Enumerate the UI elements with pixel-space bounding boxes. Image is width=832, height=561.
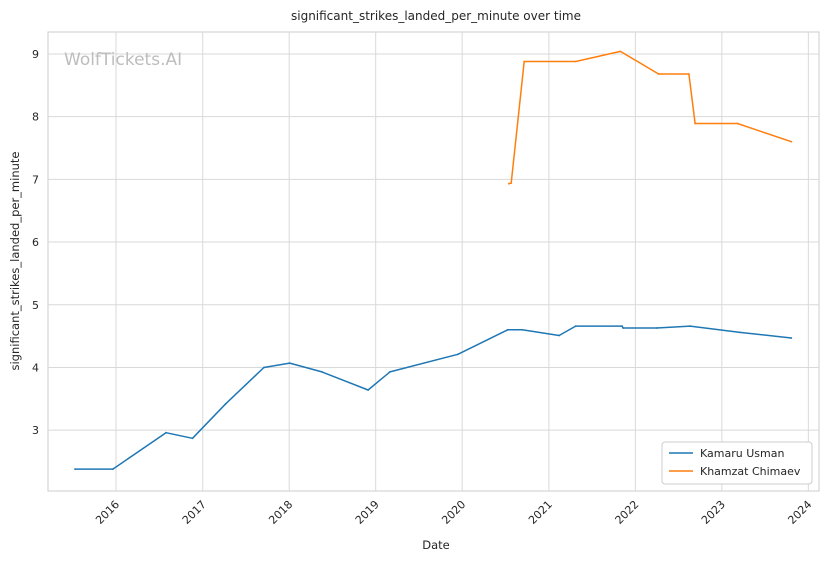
data-point-kamaru-usman [521,328,523,331]
x-tick-label: 2022 [613,498,642,527]
x-tick-label: 2023 [699,498,728,527]
y-tick-label: 6 [32,236,39,249]
x-tick-label: 2017 [180,498,209,527]
data-point-kamaru-usman [558,334,560,337]
data-point-kamaru-usman [389,371,391,373]
y-tick-label: 4 [32,361,39,374]
data-point-kamaru-usman [655,327,658,329]
data-point-kamaru-usman [739,331,741,334]
legend-box [661,441,813,485]
x-tick-label: 2018 [266,498,295,527]
legend: Kamaru Usman Khamzat Chimaev [661,441,813,485]
data-point-kamaru-usman [621,325,623,327]
data-point-khamzat-chimaev [507,182,510,185]
data-point-kamaru-usman [574,325,577,327]
data-point-kamaru-usman [321,371,323,373]
data-point-khamzat-chimaev [736,122,739,125]
data-point-kamaru-usman [457,353,459,356]
x-axis-label: Date [422,538,450,552]
legend-label-khamzat-chimaev: Khamzat Chimaev [700,465,801,478]
y-tick-label: 5 [32,299,39,312]
data-point-kamaru-usman [367,389,369,391]
y-tick-label: 8 [32,111,39,124]
watermark: WolfTickets.AI [64,50,182,70]
data-point-kamaru-usman [191,437,194,440]
x-tick-label: 2021 [526,498,555,527]
x-tick-label: 2024 [785,498,814,527]
plot-area [47,31,820,492]
data-point-kamaru-usman [288,362,291,364]
data-point-kamaru-usman [165,431,167,434]
y-tick-label: 7 [32,173,39,186]
data-point-kamaru-usman [622,327,624,329]
data-point-kamaru-usman [112,468,114,470]
x-tick-label: 2020 [439,498,468,527]
x-tick-label: 2019 [353,498,382,527]
data-point-kamaru-usman [506,328,509,331]
data-point-khamzat-chimaev [510,182,513,185]
data-point-khamzat-chimaev [523,60,526,63]
y-tick-label: 9 [32,48,39,61]
x-axis-ticks: 2016 2017 2018 2019 2020 2021 2022 2023 2024 [93,498,814,527]
data-point-khamzat-chimaev [619,50,622,53]
data-point-khamzat-chimaev [790,140,793,143]
data-point-kamaru-usman [224,402,227,405]
y-axis-label: significant_strikes_landed_per_minute [8,152,22,371]
series-layer [74,50,793,470]
x-tick-label: 2016 [93,498,122,527]
series-line-khamzat-chimaev [508,50,792,185]
data-point-khamzat-chimaev [694,122,696,125]
data-point-khamzat-chimaev [657,73,660,75]
data-point-khamzat-chimaev [688,73,690,75]
data-point-kamaru-usman [74,468,76,470]
legend-label-kamaru-usman: Kamaru Usman [700,447,784,460]
chart-title: significant_strikes_landed_per_minute ov… [291,9,581,23]
grid [48,32,819,491]
data-point-kamaru-usman [790,337,793,339]
y-axis-ticks: 3 4 5 6 7 8 9 [32,48,39,437]
data-point-kamaru-usman [689,325,691,327]
data-point-kamaru-usman [263,366,265,369]
y-tick-label: 3 [32,424,39,437]
data-point-khamzat-chimaev [574,60,577,63]
